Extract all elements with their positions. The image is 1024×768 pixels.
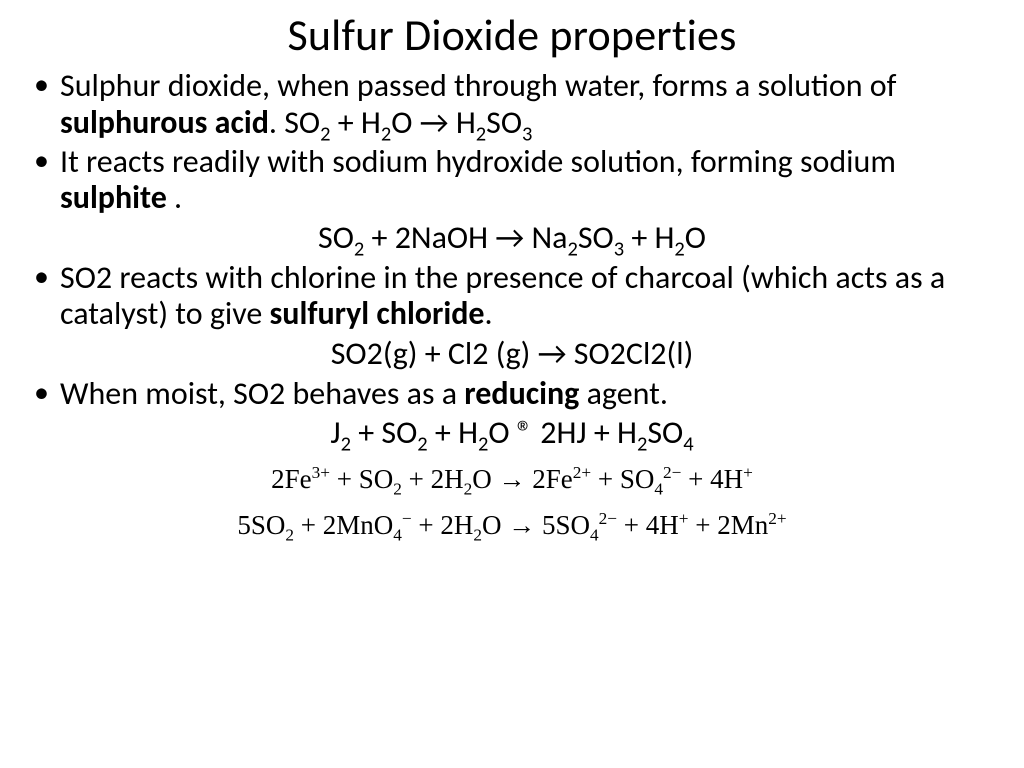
s2-f: + 2Mn bbox=[689, 510, 769, 540]
sup: 2+ bbox=[768, 509, 786, 528]
s1-b: + SO bbox=[330, 464, 393, 494]
eq2-c: SO bbox=[578, 218, 614, 257]
sup: + bbox=[679, 509, 689, 528]
eq2-b: + 2NaOH → Na bbox=[364, 218, 567, 257]
s2-b: + 2MnO bbox=[294, 510, 393, 540]
sup: 2+ bbox=[573, 463, 591, 482]
sub: 2 bbox=[637, 431, 647, 457]
sub: 2 bbox=[341, 431, 351, 457]
equation-3: SO2(g) + Cl2 (g) → SO2Cl2(l) bbox=[28, 335, 996, 373]
eq4-e: SO bbox=[647, 413, 683, 452]
eq4-a: J bbox=[330, 413, 340, 452]
bullet-list: Sulphur dioxide, when passed through wat… bbox=[28, 68, 996, 453]
slide: Sulfur Dioxide properties Sulphur dioxid… bbox=[0, 0, 1024, 768]
bullet-2-bold: sulphite bbox=[60, 178, 167, 217]
bullet-2: It reacts readily with sodium hydroxide … bbox=[28, 144, 996, 218]
sup: − bbox=[402, 509, 412, 528]
sup: 2− bbox=[599, 509, 617, 528]
bullet-2-post: . bbox=[167, 178, 182, 217]
sub: 2 bbox=[473, 526, 482, 545]
eq1-d: SO bbox=[486, 103, 522, 142]
s1-c: + 2H bbox=[402, 464, 464, 494]
equation-2: SO2 + 2NaOH → Na2SO3 + H2O bbox=[28, 219, 996, 257]
eq4-d: O ® 2HJ + H bbox=[488, 413, 637, 452]
bullet-1-text-post: . SO bbox=[269, 103, 320, 142]
s1-f: + 4H bbox=[681, 464, 743, 494]
sub: 2 bbox=[285, 526, 294, 545]
serif-equation-2: 5SO2 + 2MnO4− + 2H2O → 5SO42− + 4H+ + 2M… bbox=[28, 505, 996, 546]
serif-equation-1: 2Fe3+ + SO2 + 2H2O → 2Fe2+ + SO42− + 4H+ bbox=[28, 459, 996, 500]
sub: 4 bbox=[590, 526, 599, 545]
eq4-b: + SO bbox=[351, 413, 417, 452]
eq1-b: + H bbox=[330, 103, 380, 142]
bullet-4-bold: reducing bbox=[464, 374, 579, 413]
equation-4: J2 + SO2 + H2O ® 2HJ + H2SO4 bbox=[28, 414, 996, 452]
bullet-3-pre: SO2 reacts with chlorine in the presence… bbox=[60, 258, 945, 334]
bullet-3-bold: sulfuryl chloride bbox=[270, 294, 485, 333]
sup: + bbox=[743, 463, 753, 482]
sup: 2− bbox=[663, 463, 681, 482]
slide-title: Sulfur Dioxide properties bbox=[28, 8, 996, 62]
s2-a: 5SO bbox=[237, 510, 285, 540]
s1-e: + SO bbox=[591, 464, 654, 494]
eq1-c: O → H bbox=[391, 103, 476, 142]
sub: 4 bbox=[654, 479, 663, 498]
sub: 2 bbox=[478, 431, 488, 457]
sub: 2 bbox=[417, 431, 427, 457]
sup: 3+ bbox=[312, 463, 330, 482]
sub: 4 bbox=[683, 431, 693, 457]
eq2-a: SO bbox=[318, 218, 354, 257]
s2-e: + 4H bbox=[617, 510, 679, 540]
bullet-4-pre: When moist, SO2 behaves as a bbox=[60, 374, 464, 413]
s2-c: + 2H bbox=[412, 510, 474, 540]
sub: 2 bbox=[464, 479, 473, 498]
bullet-3-post: . bbox=[485, 294, 493, 333]
s2-d: O → 5SO bbox=[482, 510, 590, 540]
bullet-1: Sulphur dioxide, when passed through wat… bbox=[28, 68, 996, 142]
s1-a: 2Fe bbox=[271, 464, 312, 494]
bullet-2-text: It reacts readily with sodium hydroxide … bbox=[60, 142, 896, 181]
sub: 2 bbox=[393, 479, 402, 498]
s1-d: O → 2Fe bbox=[472, 464, 573, 494]
eq2-e: O bbox=[685, 218, 706, 257]
sub: 4 bbox=[393, 526, 402, 545]
bullet-3: SO2 reacts with chlorine in the presence… bbox=[28, 260, 996, 334]
bullet-4: When moist, SO2 behaves as a reducing ag… bbox=[28, 376, 996, 413]
eq4-c: + H bbox=[428, 413, 478, 452]
eq2-d: + H bbox=[624, 218, 674, 257]
bullet-1-text-pre: Sulphur dioxide, when passed through wat… bbox=[60, 66, 896, 105]
bullet-1-bold: sulphurous acid bbox=[60, 103, 269, 142]
bullet-4-post: agent. bbox=[579, 374, 668, 413]
